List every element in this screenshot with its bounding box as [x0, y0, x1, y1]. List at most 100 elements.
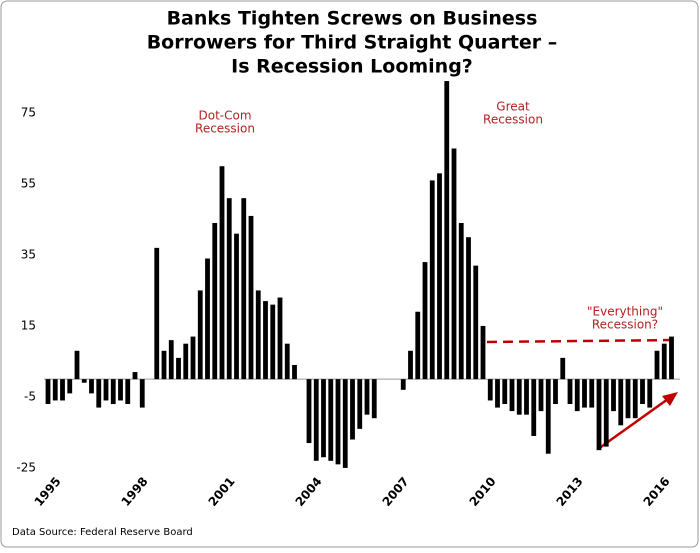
bar [342, 379, 348, 468]
bar [248, 215, 254, 380]
bar [205, 258, 210, 380]
bar [415, 311, 421, 380]
bar [647, 379, 653, 408]
bar [67, 379, 73, 394]
bar [451, 148, 457, 380]
bar [524, 379, 529, 415]
bar [161, 350, 167, 380]
bar [125, 379, 131, 405]
bar [350, 379, 355, 440]
bar [234, 233, 239, 380]
bar [422, 262, 428, 380]
bar [176, 357, 181, 380]
bar [516, 379, 522, 415]
annotation: "Everything" [587, 305, 663, 319]
arrow-line [597, 397, 669, 451]
bar [444, 81, 450, 380]
bar [89, 379, 94, 394]
bar [495, 379, 500, 408]
bar [357, 379, 363, 429]
bar [538, 379, 544, 412]
bar [110, 379, 116, 405]
bar [437, 173, 442, 380]
bar [574, 379, 580, 412]
bar [328, 379, 334, 461]
bar [560, 357, 566, 380]
y-tick-label: -25 [16, 460, 36, 474]
y-tick-label: 55 [21, 176, 36, 190]
bar [589, 379, 595, 408]
bar [321, 379, 326, 458]
bar [154, 247, 160, 380]
bar [632, 379, 638, 419]
bar [661, 343, 667, 380]
bar [212, 223, 218, 380]
bar [611, 379, 616, 412]
bar [371, 379, 377, 419]
annotation: Recession [483, 113, 543, 127]
bar [103, 379, 109, 401]
bar [197, 290, 203, 380]
bar [429, 180, 435, 380]
bar [226, 198, 232, 380]
bar [270, 304, 276, 380]
bar [183, 343, 189, 380]
bar [263, 301, 268, 380]
bar [306, 379, 312, 444]
bar [45, 379, 51, 405]
bar [480, 325, 486, 380]
bar [277, 297, 283, 380]
bar [654, 350, 660, 380]
y-tick-label: 35 [21, 247, 36, 261]
y-tick-label: 15 [21, 318, 36, 332]
bar [284, 343, 290, 380]
bar [313, 379, 319, 461]
annotation: Dot-Com [198, 109, 251, 123]
bar [545, 379, 551, 454]
bar [603, 379, 609, 447]
chart-title: Is Recession Looming? [231, 56, 473, 78]
bar [487, 379, 493, 401]
bar [502, 379, 508, 405]
bar [292, 364, 297, 380]
bar [618, 379, 624, 426]
bar [255, 290, 261, 380]
bar [52, 379, 58, 401]
bar [139, 379, 145, 408]
bar [132, 372, 138, 380]
bar [473, 265, 479, 380]
bar [219, 166, 225, 380]
bar [241, 198, 247, 380]
annotation: Great [496, 100, 530, 114]
bar [596, 379, 602, 451]
y-tick-label: 75 [21, 105, 36, 119]
bar [640, 379, 645, 405]
chart-title: Borrowers for Third Straight Quarter – [147, 32, 558, 54]
bar [582, 379, 587, 408]
bar [553, 379, 558, 405]
bar [458, 223, 464, 380]
annotation: Recession? [592, 318, 658, 332]
bar [466, 237, 471, 380]
bar [509, 379, 515, 412]
bar [669, 336, 674, 380]
bar [567, 379, 573, 405]
source-note: Data Source: Federal Reserve Board [12, 527, 193, 538]
arrow-head [662, 392, 678, 406]
bar [60, 379, 65, 401]
bar [74, 350, 80, 380]
annotation: Recession [195, 122, 255, 136]
bar [531, 379, 537, 436]
bar [625, 379, 631, 419]
y-tick-label: -5 [24, 389, 36, 403]
bar [335, 379, 341, 465]
bar [118, 379, 123, 401]
bar [81, 379, 87, 383]
bar [190, 336, 196, 380]
bar [408, 350, 413, 380]
bar [168, 340, 174, 380]
bar [364, 379, 370, 415]
bar [96, 379, 102, 408]
